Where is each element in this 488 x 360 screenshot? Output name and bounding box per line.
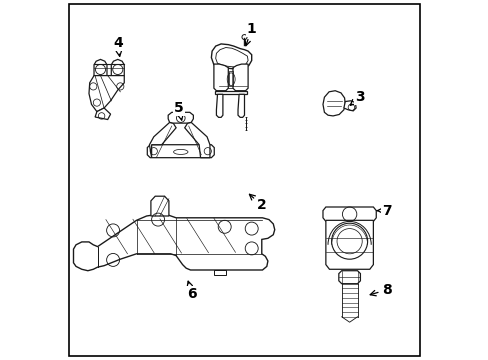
Polygon shape xyxy=(151,196,168,216)
Polygon shape xyxy=(343,101,355,111)
Polygon shape xyxy=(216,94,223,117)
Text: 4: 4 xyxy=(113,36,122,57)
Text: 6: 6 xyxy=(187,281,197,301)
Polygon shape xyxy=(232,64,247,91)
Polygon shape xyxy=(73,214,274,271)
Text: 3: 3 xyxy=(349,90,364,105)
Polygon shape xyxy=(213,64,228,91)
Text: 8: 8 xyxy=(369,283,391,297)
Text: 7: 7 xyxy=(377,204,391,217)
Text: 2: 2 xyxy=(249,194,266,212)
Text: 1: 1 xyxy=(244,22,256,46)
Polygon shape xyxy=(184,122,209,158)
Polygon shape xyxy=(322,207,375,221)
Polygon shape xyxy=(147,145,214,158)
Polygon shape xyxy=(149,122,176,158)
Polygon shape xyxy=(89,76,124,112)
Polygon shape xyxy=(95,108,110,120)
Polygon shape xyxy=(325,220,373,269)
Polygon shape xyxy=(322,91,345,116)
Polygon shape xyxy=(111,59,124,79)
Bar xyxy=(228,71,232,86)
Polygon shape xyxy=(238,94,244,117)
Polygon shape xyxy=(338,271,360,284)
Polygon shape xyxy=(94,59,107,79)
Text: 5: 5 xyxy=(174,101,183,120)
Polygon shape xyxy=(168,112,193,123)
